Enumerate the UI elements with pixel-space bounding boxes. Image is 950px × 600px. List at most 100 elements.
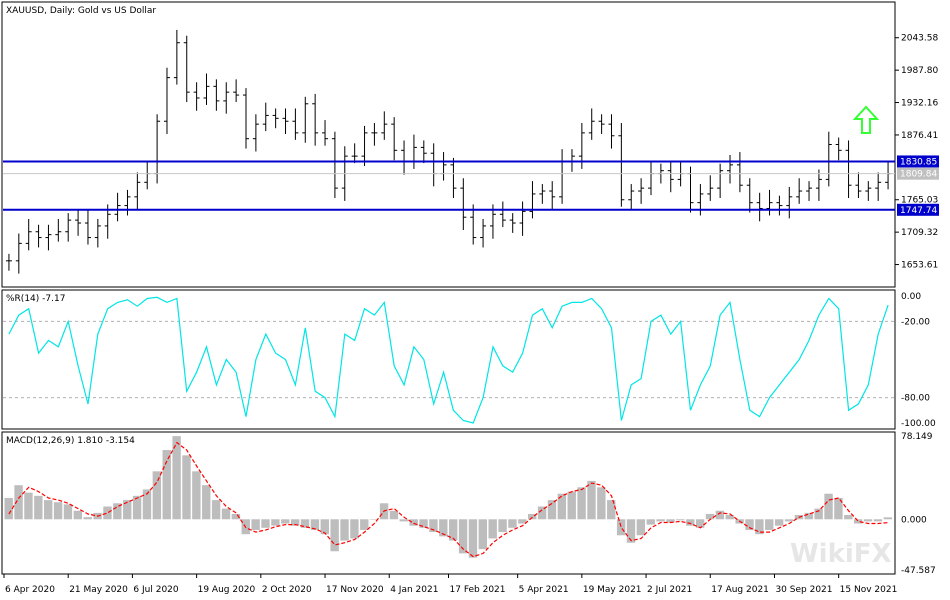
macd-bar	[863, 519, 873, 522]
price-bar	[638, 178, 645, 204]
macd-bar	[676, 519, 685, 521]
price-bar	[163, 67, 170, 135]
wr-tick-label: 0.00	[901, 292, 921, 302]
price-tick-label: 1876.41	[901, 131, 938, 141]
price-bar	[450, 157, 457, 199]
price-bar	[549, 181, 556, 210]
wr-series-line	[8, 296, 889, 424]
price-bar	[598, 114, 605, 135]
macd-bar	[537, 506, 547, 520]
price-bar	[796, 178, 803, 204]
macd-bar	[172, 436, 181, 520]
date-tick-label: 19 Aug 2020	[198, 585, 256, 595]
price-bar	[331, 131, 338, 199]
macd-bar	[705, 513, 715, 520]
macd-bar	[774, 519, 784, 526]
macd-bar	[202, 485, 211, 520]
macd-bar	[597, 487, 606, 520]
macd-bar	[686, 519, 695, 526]
price-bar	[707, 175, 714, 201]
price-bar	[35, 224, 42, 248]
macd-bar	[607, 500, 616, 520]
macd-bar	[824, 493, 833, 520]
macd-bar	[853, 519, 863, 524]
price-bar	[203, 73, 210, 105]
price-bar	[5, 253, 12, 271]
price-bar	[746, 178, 753, 213]
date-tick-label: 6 Jul 2020	[133, 585, 178, 595]
macd-bar	[725, 515, 734, 520]
price-bar	[144, 160, 151, 190]
price-axis: 2043.58 1987.80 1932.16 1876.41 1765.03 1709.…	[895, 34, 939, 271]
date-tick-label: 2 Oct 2020	[262, 585, 312, 595]
macd-tick-label: 78.149	[901, 432, 933, 442]
price-bar	[440, 152, 447, 181]
price-tick-label: 1709.32	[901, 228, 938, 238]
macd-bar	[152, 471, 162, 520]
date-tick-label: 4 Jan 2021	[390, 585, 438, 595]
macd-bar	[488, 519, 497, 539]
macd-bar	[577, 487, 586, 520]
macd-bar	[399, 519, 408, 522]
macd-histogram	[4, 436, 892, 558]
price-bar	[499, 201, 506, 228]
macd-bar	[439, 519, 448, 537]
level-label: 1830.85	[900, 157, 937, 167]
price-bar	[55, 218, 62, 242]
macd-bar	[468, 519, 478, 558]
price-bar	[262, 102, 269, 132]
price-tick-label: 1987.80	[901, 66, 938, 76]
up-arrow-icon	[852, 105, 880, 134]
price-tick-label: 1765.03	[901, 196, 938, 206]
macd-bar	[132, 495, 142, 520]
macd-bar	[113, 503, 122, 520]
price-bar	[667, 160, 674, 193]
price-bar	[94, 218, 101, 248]
macd-bar	[360, 519, 369, 530]
macd-bar	[83, 517, 92, 520]
macd-bar	[646, 519, 655, 525]
macd-bar	[547, 500, 557, 520]
price-bar	[460, 178, 467, 230]
price-bar	[845, 140, 852, 199]
macd-bar	[626, 519, 636, 543]
macd-bar	[24, 492, 33, 520]
price-bar	[559, 149, 566, 204]
price-tick-label: 1653.61	[901, 261, 938, 271]
macd-bar	[53, 502, 63, 520]
macd-bar	[419, 519, 428, 528]
price-bar	[154, 114, 161, 184]
price-bar	[292, 108, 299, 140]
price-bar	[272, 108, 279, 129]
macd-bar	[745, 519, 754, 530]
macd-bar	[162, 450, 171, 520]
macd-bar	[814, 508, 823, 520]
macd-bar	[310, 519, 320, 530]
level-label-box	[897, 203, 939, 216]
macd-bar	[587, 480, 596, 520]
wr-axis: 0.00 -20.00 -80.00 -100.00	[901, 292, 936, 429]
price-bar	[480, 218, 487, 248]
macd-bar	[142, 489, 152, 520]
main-panel-frame	[1, 1, 896, 288]
level-label: 1747.74	[900, 206, 937, 216]
date-tick-label: 17 Nov 2020	[326, 585, 384, 595]
date-tick-label: 2 Jul 2021	[647, 585, 692, 595]
macd-bar	[340, 519, 349, 541]
price-bar	[361, 125, 368, 167]
macd-bar	[656, 519, 665, 522]
date-axis: 6 Apr 2020 21 May 2020 6 Jul 2020 19 Aug 20…	[3, 574, 898, 595]
macd-bar	[389, 510, 399, 520]
watermark: WikiFX	[790, 539, 892, 569]
macd-bar	[498, 519, 507, 533]
price-bar	[509, 213, 516, 233]
date-tick-label: 15 Nov 2021	[840, 585, 898, 595]
price-bar	[223, 82, 230, 114]
price-bar	[124, 189, 131, 216]
price-bar	[628, 184, 635, 210]
macd-bar	[518, 519, 527, 524]
price-bar	[539, 184, 546, 204]
price-bar	[420, 140, 427, 164]
date-tick-label: 17 Feb 2021	[450, 585, 506, 595]
price-bar	[766, 189, 773, 216]
